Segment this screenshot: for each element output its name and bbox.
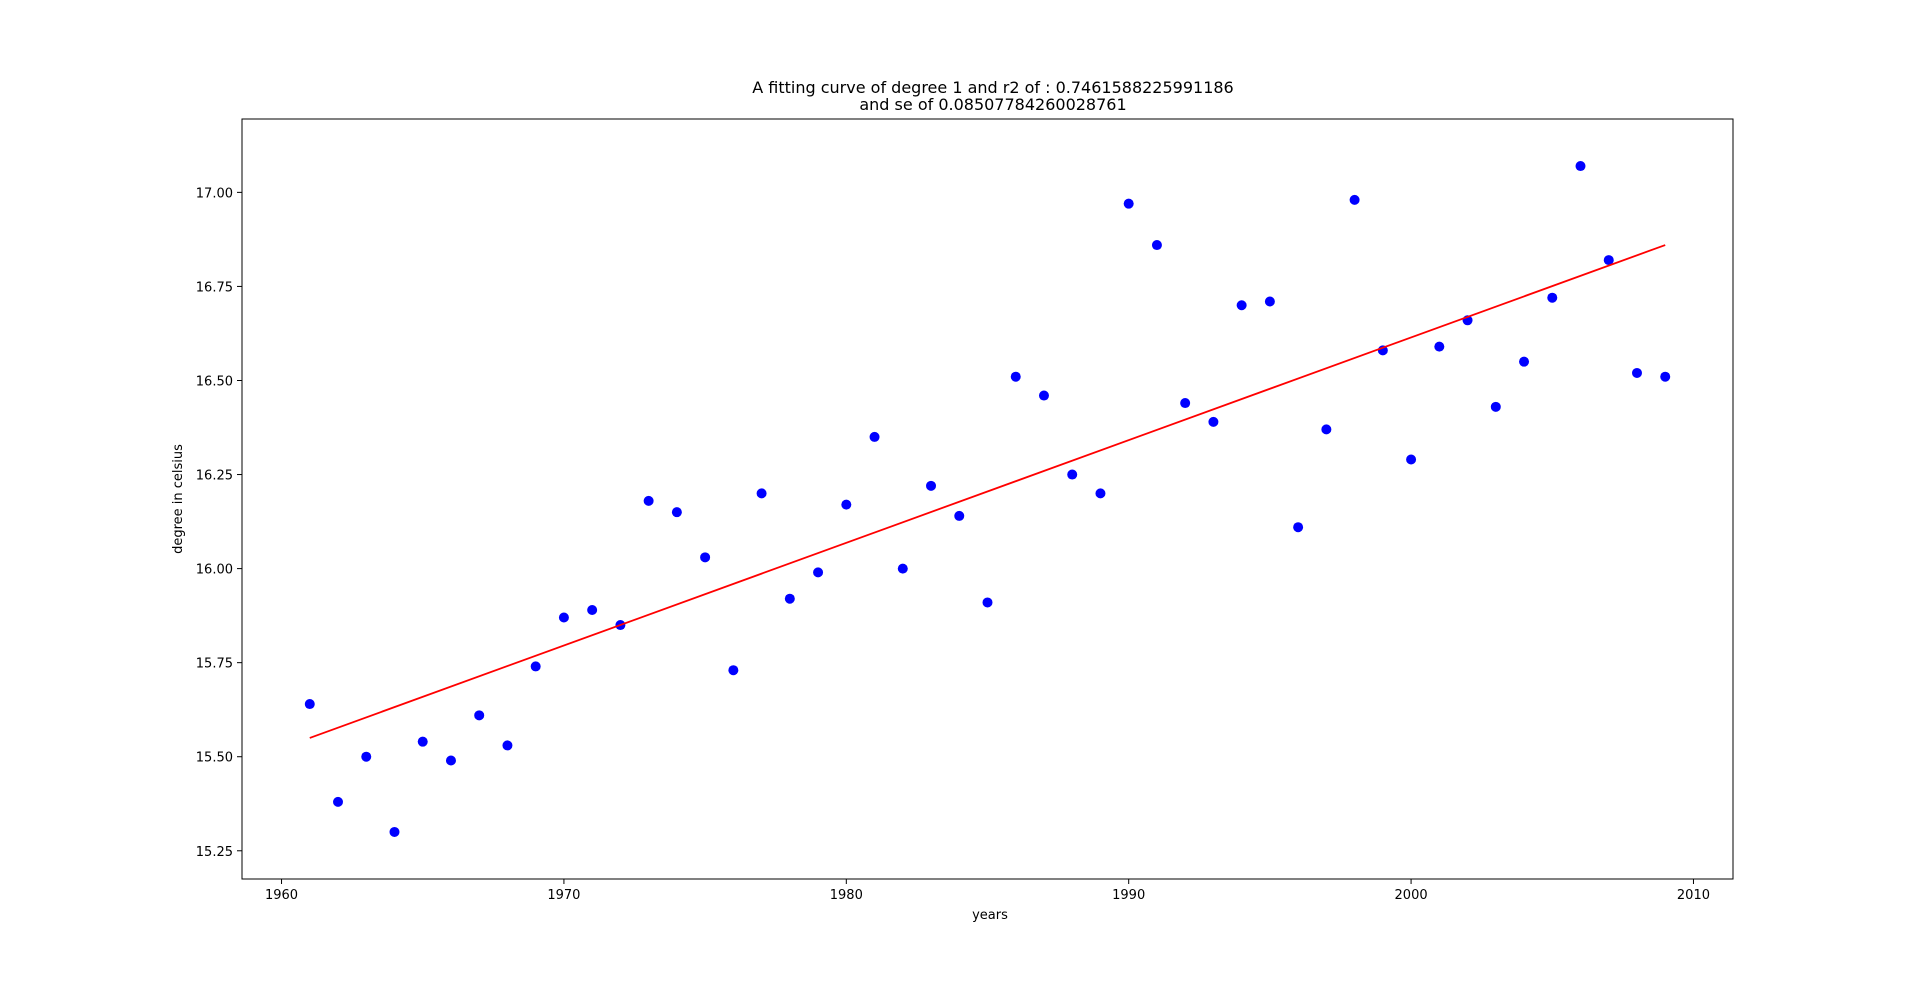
data-point — [1180, 398, 1191, 409]
x-tick-label: 2000 — [1395, 888, 1428, 903]
data-point — [304, 699, 315, 710]
data-point — [671, 507, 682, 518]
data-point — [1067, 469, 1078, 480]
y-tick-label: 15.75 — [196, 657, 233, 672]
data-point — [1010, 371, 1021, 382]
data-point — [756, 488, 767, 499]
data-point — [1349, 194, 1360, 205]
data-point — [361, 751, 372, 762]
data-point — [1236, 300, 1247, 311]
plot-frame — [241, 118, 1734, 880]
chart-title: A fitting curve of degree 1 and r2 of : … — [752, 78, 1233, 97]
fit-line — [309, 244, 1666, 739]
data-point — [784, 593, 795, 604]
data-point — [1095, 488, 1106, 499]
y-tick-label: 16.75 — [196, 280, 233, 295]
data-point — [1575, 161, 1586, 172]
data-point — [1123, 198, 1134, 209]
data-point — [728, 665, 739, 676]
data-point — [587, 604, 598, 615]
y-tick-label: 16.00 — [196, 563, 233, 578]
y-tick-label: 15.50 — [196, 751, 233, 766]
data-point — [1406, 454, 1417, 465]
data-point — [954, 510, 965, 521]
data-point — [530, 661, 541, 672]
data-point — [1038, 390, 1049, 401]
data-point — [813, 567, 824, 578]
data-point — [1208, 416, 1219, 427]
data-point — [445, 755, 456, 766]
x-tick-label: 2010 — [1677, 888, 1710, 903]
data-point — [982, 597, 993, 608]
data-point — [1434, 341, 1445, 352]
x-tick-label: 1980 — [830, 888, 863, 903]
data-point — [1603, 255, 1614, 266]
data-point — [1264, 296, 1275, 307]
data-point — [474, 710, 485, 721]
data-point — [1293, 522, 1304, 533]
x-tick-label: 1970 — [547, 888, 580, 903]
data-point — [897, 563, 908, 574]
chart-subtitle: and se of 0.08507784260028761 — [859, 95, 1126, 114]
y-tick-label: 17.00 — [196, 186, 233, 201]
data-point — [502, 740, 513, 751]
data-point — [1490, 401, 1501, 412]
data-point — [558, 612, 569, 623]
y-axis-label: degree in celsius — [171, 444, 186, 554]
data-point — [333, 796, 344, 807]
data-point — [643, 495, 654, 506]
data-point — [1519, 356, 1530, 367]
x-axis-label: years — [972, 908, 1008, 923]
y-tick-label: 16.25 — [196, 469, 233, 484]
data-point — [1321, 424, 1332, 435]
data-point — [1660, 371, 1671, 382]
data-point — [1151, 240, 1162, 251]
y-tick-label: 16.50 — [196, 374, 233, 389]
data-point — [389, 826, 400, 837]
data-point — [700, 552, 711, 563]
y-tick-label: 15.25 — [196, 845, 233, 860]
data-point — [926, 480, 937, 491]
data-point — [417, 736, 428, 747]
data-point — [841, 499, 852, 510]
plot-area: 1960 1970 1980 1990 2000 2010 15.25 15.50 15.75 1… — [196, 118, 1734, 903]
x-tick-label: 1990 — [1112, 888, 1145, 903]
x-tick-label: 1960 — [265, 888, 298, 903]
data-point — [1547, 292, 1558, 303]
data-point — [869, 431, 880, 442]
data-point — [1631, 367, 1642, 378]
